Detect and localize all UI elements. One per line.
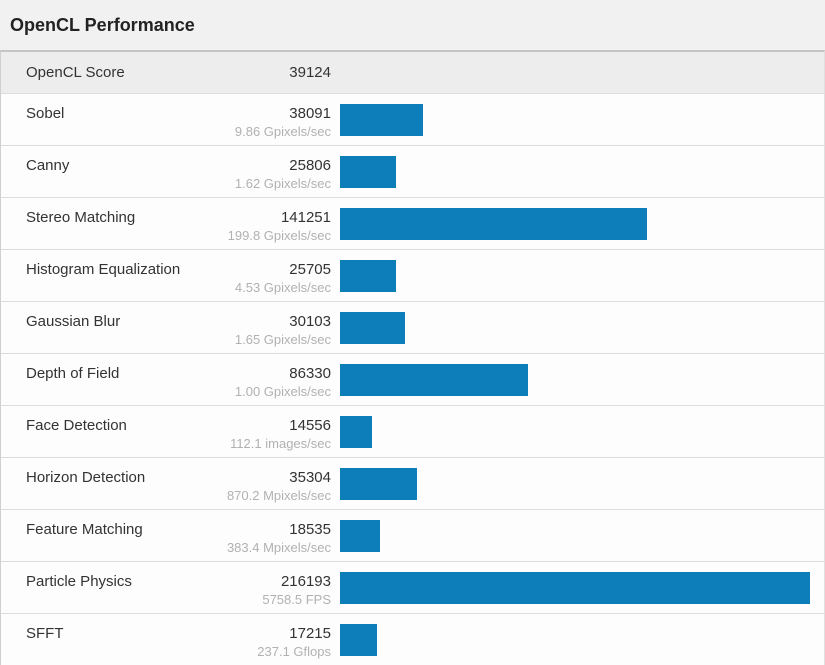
- benchmark-name: Feature Matching: [26, 521, 143, 538]
- benchmark-score: 25705: [289, 261, 331, 278]
- benchmark-rate: 870.2 Mpixels/sec: [226, 488, 331, 503]
- benchmark-row: Horizon Detection 35304 870.2 Mpixels/se…: [1, 458, 824, 510]
- benchmark-row: Sobel 38091 9.86 Gpixels/sec: [1, 94, 824, 146]
- score-bar: [340, 207, 648, 240]
- score-bar: [340, 571, 810, 604]
- score-bar: [340, 363, 528, 396]
- benchmark-rows: Sobel 38091 9.86 Gpixels/sec Canny 25806…: [1, 94, 824, 665]
- opencl-score-value: 39124: [289, 64, 331, 81]
- benchmark-name: Canny: [26, 157, 70, 174]
- page-title: OpenCL Performance: [10, 15, 195, 35]
- benchmark-row: Feature Matching 18535 383.4 Mpixels/sec: [1, 510, 824, 562]
- benchmark-rate: 9.86 Gpixels/sec: [234, 124, 331, 139]
- benchmark-rate: 237.1 Gflops: [257, 644, 331, 659]
- benchmark-name: SFFT: [26, 625, 64, 642]
- score-bar: [340, 155, 397, 188]
- benchmark-score: 141251: [280, 209, 331, 226]
- benchmark-row: Stereo Matching 141251 199.8 Gpixels/sec: [1, 198, 824, 250]
- opencl-score-label: OpenCL Score: [26, 64, 125, 81]
- benchmark-rate: 383.4 Mpixels/sec: [226, 540, 331, 555]
- benchmark-row: SFFT 17215 237.1 Gflops: [1, 614, 824, 665]
- benchmark-rate: 5758.5 FPS: [262, 592, 331, 607]
- benchmark-row: Canny 25806 1.62 Gpixels/sec: [1, 146, 824, 198]
- benchmark-score: 17215: [289, 625, 331, 642]
- benchmark-rate: 1.62 Gpixels/sec: [234, 176, 331, 191]
- benchmark-score: 30103: [289, 313, 331, 330]
- benchmark-row: Depth of Field 86330 1.00 Gpixels/sec: [1, 354, 824, 406]
- benchmark-rate: 1.00 Gpixels/sec: [234, 384, 331, 399]
- benchmark-table: OpenCL Score 39124 Sobel 38091 9.86 Gpix…: [0, 50, 825, 665]
- benchmark-name: Face Detection: [26, 417, 127, 434]
- benchmark-name: Gaussian Blur: [26, 313, 121, 330]
- benchmark-row: Histogram Equalization 25705 4.53 Gpixel…: [1, 250, 824, 302]
- benchmark-name: Depth of Field: [26, 365, 120, 382]
- table-header-row: OpenCL Score 39124: [1, 52, 824, 94]
- score-bar: [340, 103, 423, 136]
- benchmark-name: Histogram Equalization: [26, 261, 181, 278]
- benchmark-name: Particle Physics: [26, 573, 132, 590]
- score-bar: [340, 623, 378, 656]
- benchmark-name: Sobel: [26, 105, 65, 122]
- benchmark-score: 35304: [289, 469, 331, 486]
- benchmark-name: Stereo Matching: [26, 209, 136, 226]
- benchmark-score: 38091: [289, 105, 331, 122]
- benchmark-score: 25806: [289, 157, 331, 174]
- benchmark-rate: 1.65 Gpixels/sec: [234, 332, 331, 347]
- benchmark-row: Gaussian Blur 30103 1.65 Gpixels/sec: [1, 302, 824, 354]
- benchmark-score: 14556: [289, 417, 331, 434]
- score-bar: [340, 519, 381, 552]
- benchmark-row: Particle Physics 216193 5758.5 FPS: [1, 562, 824, 614]
- benchmark-score: 216193: [280, 573, 331, 590]
- score-bar: [340, 467, 417, 500]
- benchmark-name: Horizon Detection: [26, 469, 146, 486]
- benchmark-rate: 4.53 Gpixels/sec: [234, 280, 331, 295]
- score-bar: [340, 415, 372, 448]
- benchmark-rate: 199.8 Gpixels/sec: [227, 228, 331, 243]
- score-bar: [340, 259, 396, 292]
- benchmark-rate: 112.1 images/sec: [230, 436, 331, 451]
- score-bar: [340, 311, 406, 344]
- benchmark-score: 86330: [289, 365, 331, 382]
- benchmark-row: Face Detection 14556 112.1 images/sec: [1, 406, 824, 458]
- benchmark-score: 18535: [289, 521, 331, 538]
